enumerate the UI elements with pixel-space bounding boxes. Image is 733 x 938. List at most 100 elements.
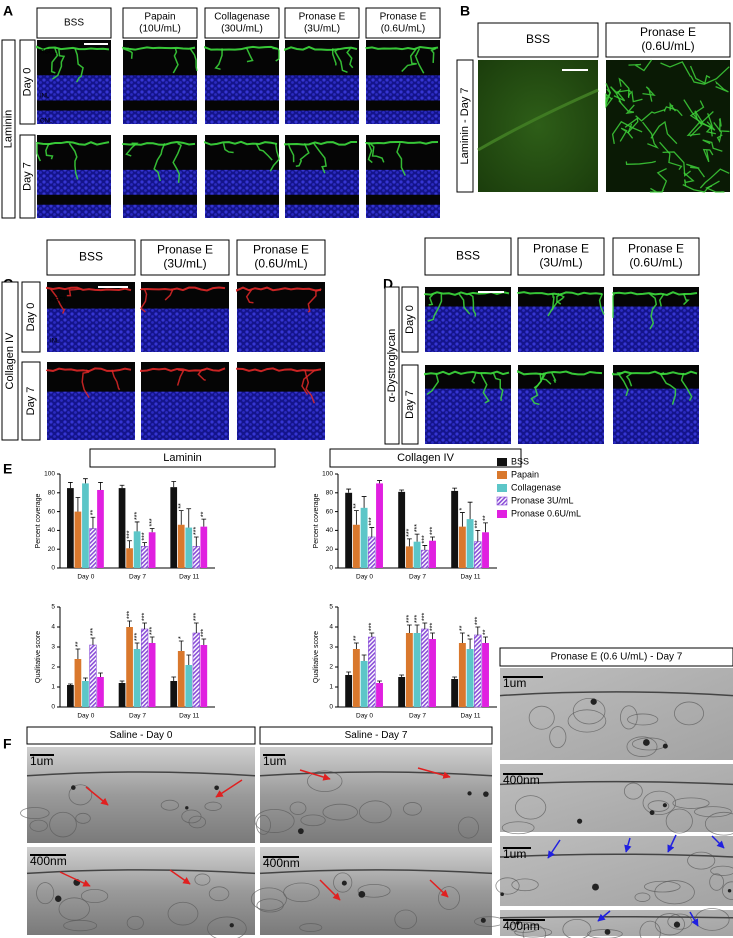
error-bar bbox=[171, 676, 177, 681]
arrow bbox=[667, 834, 677, 853]
arrow bbox=[711, 835, 725, 849]
vessel bbox=[125, 142, 139, 157]
vessel bbox=[245, 288, 254, 304]
bar bbox=[474, 541, 482, 569]
error-bar bbox=[377, 480, 382, 484]
granule bbox=[214, 785, 219, 791]
scale-bar-label: 1um bbox=[503, 676, 526, 690]
organelle bbox=[307, 770, 343, 793]
membrane bbox=[204, 140, 278, 146]
organelle bbox=[208, 886, 230, 902]
vessel bbox=[547, 292, 562, 317]
vessel bbox=[669, 102, 676, 112]
error-bar bbox=[90, 516, 96, 529]
arrow bbox=[319, 879, 341, 901]
y-tick-label: 2 bbox=[51, 664, 55, 671]
granule bbox=[185, 806, 189, 810]
significance-label: ** bbox=[459, 625, 466, 631]
chart-title: Collagen IV bbox=[397, 452, 455, 464]
vessel bbox=[50, 288, 66, 314]
nuclei-layer bbox=[366, 75, 440, 101]
column-header: Saline - Day 7 bbox=[345, 730, 408, 741]
granule bbox=[71, 785, 76, 790]
bar bbox=[185, 527, 193, 568]
y-axis-label: Percent coverage bbox=[35, 493, 42, 548]
y-tick-label: 80 bbox=[48, 490, 56, 497]
x-tick-label: Day 0 bbox=[356, 574, 373, 581]
vessel bbox=[477, 88, 599, 152]
layer-label: INL bbox=[40, 94, 50, 100]
granule bbox=[341, 880, 347, 886]
vessel bbox=[628, 59, 653, 72]
error-bar bbox=[467, 501, 473, 520]
organelle bbox=[357, 883, 391, 898]
organelle bbox=[49, 811, 77, 838]
label-box bbox=[259, 726, 493, 745]
row-label: Collagen IV bbox=[4, 332, 16, 390]
nuclei-layer bbox=[47, 391, 135, 440]
organelle bbox=[160, 799, 179, 811]
nuclei-layer bbox=[518, 306, 604, 352]
membrane bbox=[236, 286, 322, 292]
organelle bbox=[80, 888, 109, 904]
significance-label: ** bbox=[75, 641, 82, 647]
significance-label: *** bbox=[414, 524, 421, 532]
significance-label: * bbox=[467, 634, 474, 637]
column-header: Papain bbox=[144, 12, 175, 23]
vessel bbox=[222, 143, 234, 154]
column-header: Pronase E bbox=[628, 242, 684, 256]
vessel bbox=[287, 143, 295, 163]
bar bbox=[413, 633, 421, 707]
organelle bbox=[627, 713, 659, 726]
significance-label: *** bbox=[422, 535, 429, 543]
organelle bbox=[643, 880, 681, 893]
organelle bbox=[126, 915, 144, 930]
row-label: Day 7 bbox=[25, 387, 37, 416]
significance-label: * bbox=[178, 636, 185, 639]
panel-label: F bbox=[3, 736, 12, 752]
x-tick-label: Day 7 bbox=[409, 713, 426, 720]
nuclei-layer bbox=[613, 306, 699, 352]
error-bar bbox=[430, 632, 435, 639]
membrane bbox=[122, 46, 196, 51]
vessel bbox=[307, 288, 322, 313]
organelle bbox=[194, 873, 211, 886]
x-tick-label: Day 0 bbox=[77, 713, 94, 720]
scale-bar-label: 1um bbox=[263, 754, 286, 768]
row-label: Day 0 bbox=[25, 303, 37, 332]
error-bar bbox=[149, 528, 155, 533]
legend-label: Pronase 0.6U/mL bbox=[511, 508, 581, 518]
y-tick-label: 40 bbox=[48, 527, 56, 534]
significance-label: *** bbox=[422, 613, 429, 621]
granule bbox=[592, 883, 599, 891]
arrow bbox=[597, 910, 611, 922]
column-header: (3U/mL) bbox=[539, 256, 582, 270]
organelle bbox=[394, 909, 418, 930]
organelle bbox=[63, 919, 98, 932]
row-label: Laminin bbox=[2, 110, 14, 149]
organelle bbox=[358, 800, 392, 824]
granule bbox=[662, 803, 667, 808]
vessel bbox=[683, 99, 703, 137]
nuclei-layer bbox=[366, 169, 440, 195]
error-bar bbox=[119, 484, 125, 489]
row-label: Day 0 bbox=[21, 68, 33, 97]
y-tick-label: 2 bbox=[329, 664, 333, 671]
significance-label: *** bbox=[193, 613, 200, 621]
column-header: (0.6U/mL) bbox=[641, 39, 694, 53]
vessel bbox=[111, 369, 121, 391]
vessel bbox=[414, 48, 425, 74]
column-header: (0.6U/mL) bbox=[381, 24, 425, 35]
membrane bbox=[46, 367, 132, 373]
y-tick-label: 80 bbox=[326, 490, 334, 497]
nuclei-layer bbox=[37, 169, 111, 195]
organelle bbox=[549, 726, 567, 749]
y-tick-label: 40 bbox=[326, 527, 334, 534]
arrow bbox=[547, 839, 561, 859]
membrane bbox=[236, 367, 322, 373]
vessel bbox=[81, 369, 90, 399]
error-bar bbox=[127, 540, 132, 549]
significance-label: *** bbox=[149, 627, 156, 635]
vessel bbox=[618, 77, 630, 98]
vessel bbox=[625, 160, 656, 165]
